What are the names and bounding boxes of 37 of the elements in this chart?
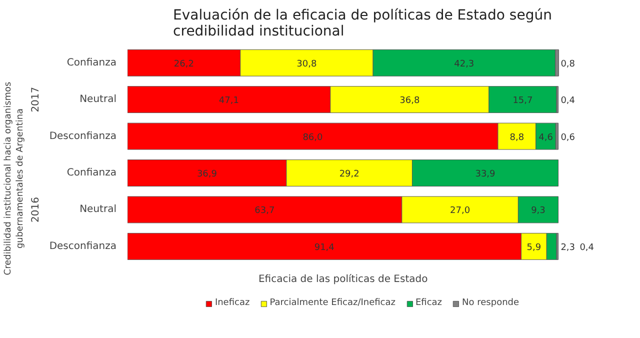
data-label: 30,8 [296,59,317,70]
data-label: 27,0 [450,206,470,216]
data-label: 26,2 [174,59,194,70]
text: 2016 [30,196,42,222]
legend-label: Parcialmente Eficaz/Ineficaz [270,298,396,308]
data-label: 0,8 [560,59,576,70]
y-tick-label: Desconfianza [49,240,117,252]
data-label: 8,8 [510,132,524,143]
data-label: 4,6 [538,132,554,143]
data-label: 2,3 [560,242,576,253]
data-label: 36,9 [196,169,218,180]
y-tick-label: Desconfianza [49,130,117,142]
data-label: 42,3 [454,59,474,70]
data-label: 63,7 [254,206,275,216]
legend-label: Eficaz [415,298,442,308]
chart-title: Evaluación de la eficacia de políticas de Estado según credibilidad institucional [173,8,552,40]
data-label: 33,9 [475,169,496,180]
data-label: 9,3 [531,206,546,216]
y-tick-label: Confianza [66,57,117,68]
y-axis-title: Credibilidad institucional hacia organismos gubernamentales de Argentina [4,81,26,276]
data-label: 0,4 [580,242,594,253]
data-label: 29,2 [339,169,360,180]
data-label: 36,8 [400,96,420,106]
data-label: 86,0 [302,132,324,143]
legend-label: No responde [462,298,520,308]
data-label: 47,1 [218,96,239,106]
legend-label: Ineficaz [214,298,250,308]
y-tick-label: Neutral [80,204,117,216]
data-label: 0,6 [560,132,576,143]
data-label: 0,4 [560,96,576,106]
data-label: 5,9 [526,242,542,253]
data-label: 15,7 [512,96,533,106]
y-tick-label: Neutral [80,94,117,106]
y-tick-label: Confianza [66,167,117,178]
text: 2017 [30,86,42,112]
data-label: 91,4 [314,242,335,253]
x-axis-title: Eficacia de las políticas de Estado [258,274,428,285]
